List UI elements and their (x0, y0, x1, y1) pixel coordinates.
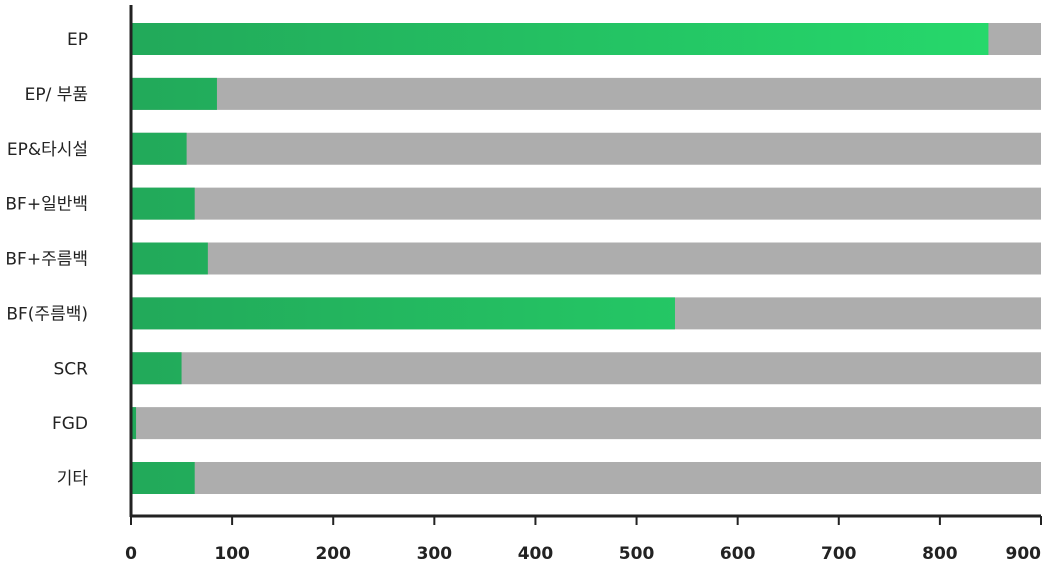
x-tick-label: 400 (518, 544, 554, 564)
category-label: EP&타시설 (7, 140, 88, 160)
x-tick-label: 600 (720, 544, 756, 564)
bar-background (131, 77, 1041, 110)
bar-background (131, 242, 1041, 275)
bar (131, 462, 195, 494)
category-label: BF+일반백 (5, 195, 88, 215)
bar (131, 132, 187, 165)
bar-background (131, 132, 1041, 165)
bar (131, 242, 208, 275)
bar-background (131, 352, 1041, 385)
category-label: SCR (54, 359, 89, 379)
category-label: EP/ 부품 (25, 85, 88, 105)
x-tick-label: 500 (619, 544, 655, 564)
category-label: FGD (52, 414, 88, 434)
bar-background (131, 187, 1041, 220)
bar (131, 297, 675, 330)
bar-rows: EP EP/ 부품 EP&타시설 BF+일반백 BF+주름백 BF(주름백) SCR FGD 기… (5, 23, 1041, 494)
x-tick-label: 300 (417, 544, 453, 564)
category-label: BF(주름백) (6, 304, 88, 324)
x-tick-label: 0 (125, 544, 137, 564)
category-label: BF+주름백 (5, 250, 88, 270)
x-tick-label: 700 (821, 544, 857, 564)
bar-background (131, 462, 1041, 494)
bar-background (131, 407, 1041, 440)
bar (131, 23, 989, 55)
category-label: 기타 (57, 469, 89, 489)
x-axis-ticks: 0 100 200 300 400 500 600 700 800 900 (125, 516, 1042, 564)
x-tick-label: 900 (1006, 544, 1042, 564)
bar (131, 77, 217, 110)
x-tick-label: 800 (922, 544, 958, 564)
category-label: EP (67, 30, 88, 50)
bar (131, 187, 195, 220)
x-tick-label: 100 (214, 544, 250, 564)
x-tick-label: 200 (315, 544, 351, 564)
bar (131, 352, 182, 385)
bar (131, 407, 137, 440)
